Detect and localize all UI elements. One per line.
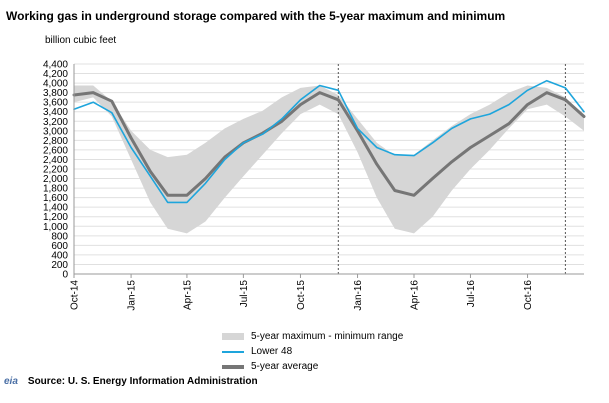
- x-tick-label: Oct-15: [296, 280, 307, 310]
- y-tick-label: 2,200: [43, 165, 68, 176]
- axes: [73, 64, 584, 278]
- y-tick-label: 800: [51, 231, 68, 242]
- source-text: Source: U. S. Energy Information Adminis…: [27, 376, 258, 387]
- y-tick-label: 1,200: [43, 212, 68, 223]
- x-tick-label: Jan-15: [127, 280, 138, 311]
- y-tick-label: 2,600: [43, 145, 68, 156]
- y-tick-label: 3,800: [43, 88, 68, 99]
- x-tick-label: Jul-15: [239, 280, 250, 308]
- legend-swatch-average: [222, 364, 244, 369]
- y-tick-label: 4,200: [43, 69, 68, 80]
- y-tick-label: 600: [51, 241, 68, 252]
- y-tick-label: 1,000: [43, 222, 68, 233]
- x-tick-labels: Oct-14 Jan-15 Apr-15 Jul-15 Oct-15 Jan-16 Apr-…: [70, 280, 535, 311]
- y-tick-label: 3,000: [43, 126, 68, 137]
- y-tick-label: 400: [51, 250, 68, 261]
- y-tick-label: 1,800: [43, 184, 68, 195]
- y-axis-unit-label: billion cubic feet: [45, 35, 117, 46]
- x-tick-label: Jul-16: [466, 280, 477, 308]
- legend-label-average: 5-year average: [251, 361, 319, 372]
- x-tick-label: Apr-16: [410, 280, 421, 310]
- y-tick-label: 2,000: [43, 174, 68, 185]
- y-tick-label: 200: [51, 260, 68, 271]
- x-tick-label: Apr-15: [182, 280, 193, 310]
- legend-item-range: 5-year maximum - minimum range: [222, 331, 403, 342]
- x-tick-label: Oct-16: [523, 280, 534, 310]
- eia-logo: eia: [4, 376, 18, 387]
- y-tick-label: 4,400: [43, 60, 68, 71]
- range-band-layer: [74, 85, 584, 234]
- y-tick-label: 3,400: [43, 107, 68, 118]
- chart-plot: 02004006008001,0001,2001,4001,6001,8002,…: [43, 60, 586, 311]
- legend-swatch-range: [222, 333, 244, 340]
- x-tick-label: Oct-14: [70, 280, 81, 310]
- legend-label-range: 5-year maximum - minimum range: [251, 331, 404, 342]
- x-tick-label: Jan-16: [353, 280, 364, 311]
- y-tick-label: 1,600: [43, 193, 68, 204]
- legend-item-average: 5-year average: [222, 361, 318, 372]
- y-tick-label: 3,200: [43, 117, 68, 128]
- y-tick-label: 4,000: [43, 79, 68, 90]
- legend-item-lower48: Lower 48: [222, 346, 292, 357]
- chart-title: Working gas in underground storage compa…: [6, 9, 506, 23]
- legend-label-lower48: Lower 48: [251, 346, 293, 357]
- y-tick-label: 2,800: [43, 136, 68, 147]
- y-tick-labels: 02004006008001,0001,2001,4001,6001,8002,…: [43, 60, 68, 281]
- y-tick-label: 0: [62, 270, 68, 281]
- y-tick-label: 2,400: [43, 155, 68, 166]
- series-line-average: [72, 91, 586, 197]
- legend-swatch-lower48: [222, 350, 244, 353]
- range-band: [74, 85, 584, 234]
- y-tick-label: 1,400: [43, 203, 68, 214]
- y-tick-label: 3,600: [43, 98, 68, 109]
- series-line-lower48: [73, 79, 585, 204]
- vertical-markers: [337, 64, 566, 274]
- source-note: eia Source: U. S. Energy Information Adm…: [4, 376, 258, 387]
